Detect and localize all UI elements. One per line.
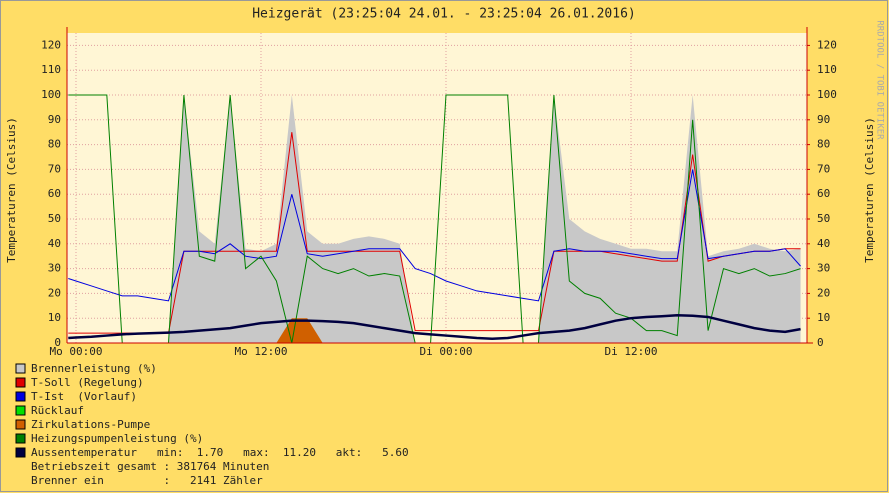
legend-label: Aussentemperatur [31,446,137,459]
y-tick-label: 70 [48,162,61,175]
y2-tick-label: 50 [817,212,830,225]
y-tick-label: 0 [54,336,61,349]
y2-tick-label: 0 [817,336,824,349]
legend-label: Heizungspumpenleistung (%) [31,432,203,445]
y-axis-label: Temperaturen (Celsius) [5,117,18,263]
line [68,313,801,341]
legend-label: Brennerleistung (%) [31,362,157,375]
legend-label: Rücklauf [31,404,84,417]
y-tick-label: 50 [48,212,61,225]
watermark: RRDTOOL / TOBI OETIKER [875,20,885,140]
y2-tick-label: 70 [817,162,830,175]
y2-tick-label: 40 [817,237,830,250]
y-tick-label: 40 [48,237,61,250]
y2-tick-label: 120 [817,38,837,51]
y2-tick-label: 30 [817,262,830,275]
legend-note: Brenner ein : 2141 Zähler [31,474,263,487]
y2-tick-label: 90 [817,113,830,126]
y-tick-label: 120 [41,38,61,51]
y2-tick-label: 100 [817,88,837,101]
legend-swatch [15,447,26,458]
legend-swatch [15,363,26,374]
line [68,169,801,302]
y2-tick-label: 20 [817,286,830,299]
x-tick-label: Di 00:00 [419,345,472,358]
legend-swatch [15,433,26,444]
legend-swatch [15,377,26,388]
y-tick-label: 60 [48,187,61,200]
y2-tick-label: 60 [817,187,830,200]
x-tick-label: Mo 12:00 [234,345,287,358]
y2-tick-label: 110 [817,63,837,76]
x-tick-label: Di 12:00 [604,345,657,358]
x-tick-label: Mo 00:00 [49,345,102,358]
y-tick-label: 30 [48,262,61,275]
legend-label: T-Soll (Regelung) [31,376,144,389]
y-tick-label: 80 [48,138,61,151]
legend-swatch [15,419,26,430]
y-tick-label: 90 [48,113,61,126]
legend-note: Betriebszeit gesamt : 381764 Minuten [31,460,269,473]
y-tick-label: 110 [41,63,61,76]
legend-stats: min: 1.70 max: 11.20 akt: 5.60 [157,446,409,459]
y2-axis-label: Temperaturen (Celsius) [863,117,876,263]
area [68,95,801,343]
legend-label: Zirkulations-Pumpe [31,418,150,431]
y2-tick-label: 10 [817,311,830,324]
y-tick-label: 10 [48,311,61,324]
legend-swatch [15,405,26,416]
legend-label: T-Ist (Vorlauf) [31,390,137,403]
y2-tick-label: 80 [817,138,830,151]
legend-swatch [15,391,26,402]
y-tick-label: 100 [41,88,61,101]
y-tick-label: 20 [48,286,61,299]
chart-title: Heizgerät (23:25:04 24.01. - 23:25:04 26… [252,7,636,22]
